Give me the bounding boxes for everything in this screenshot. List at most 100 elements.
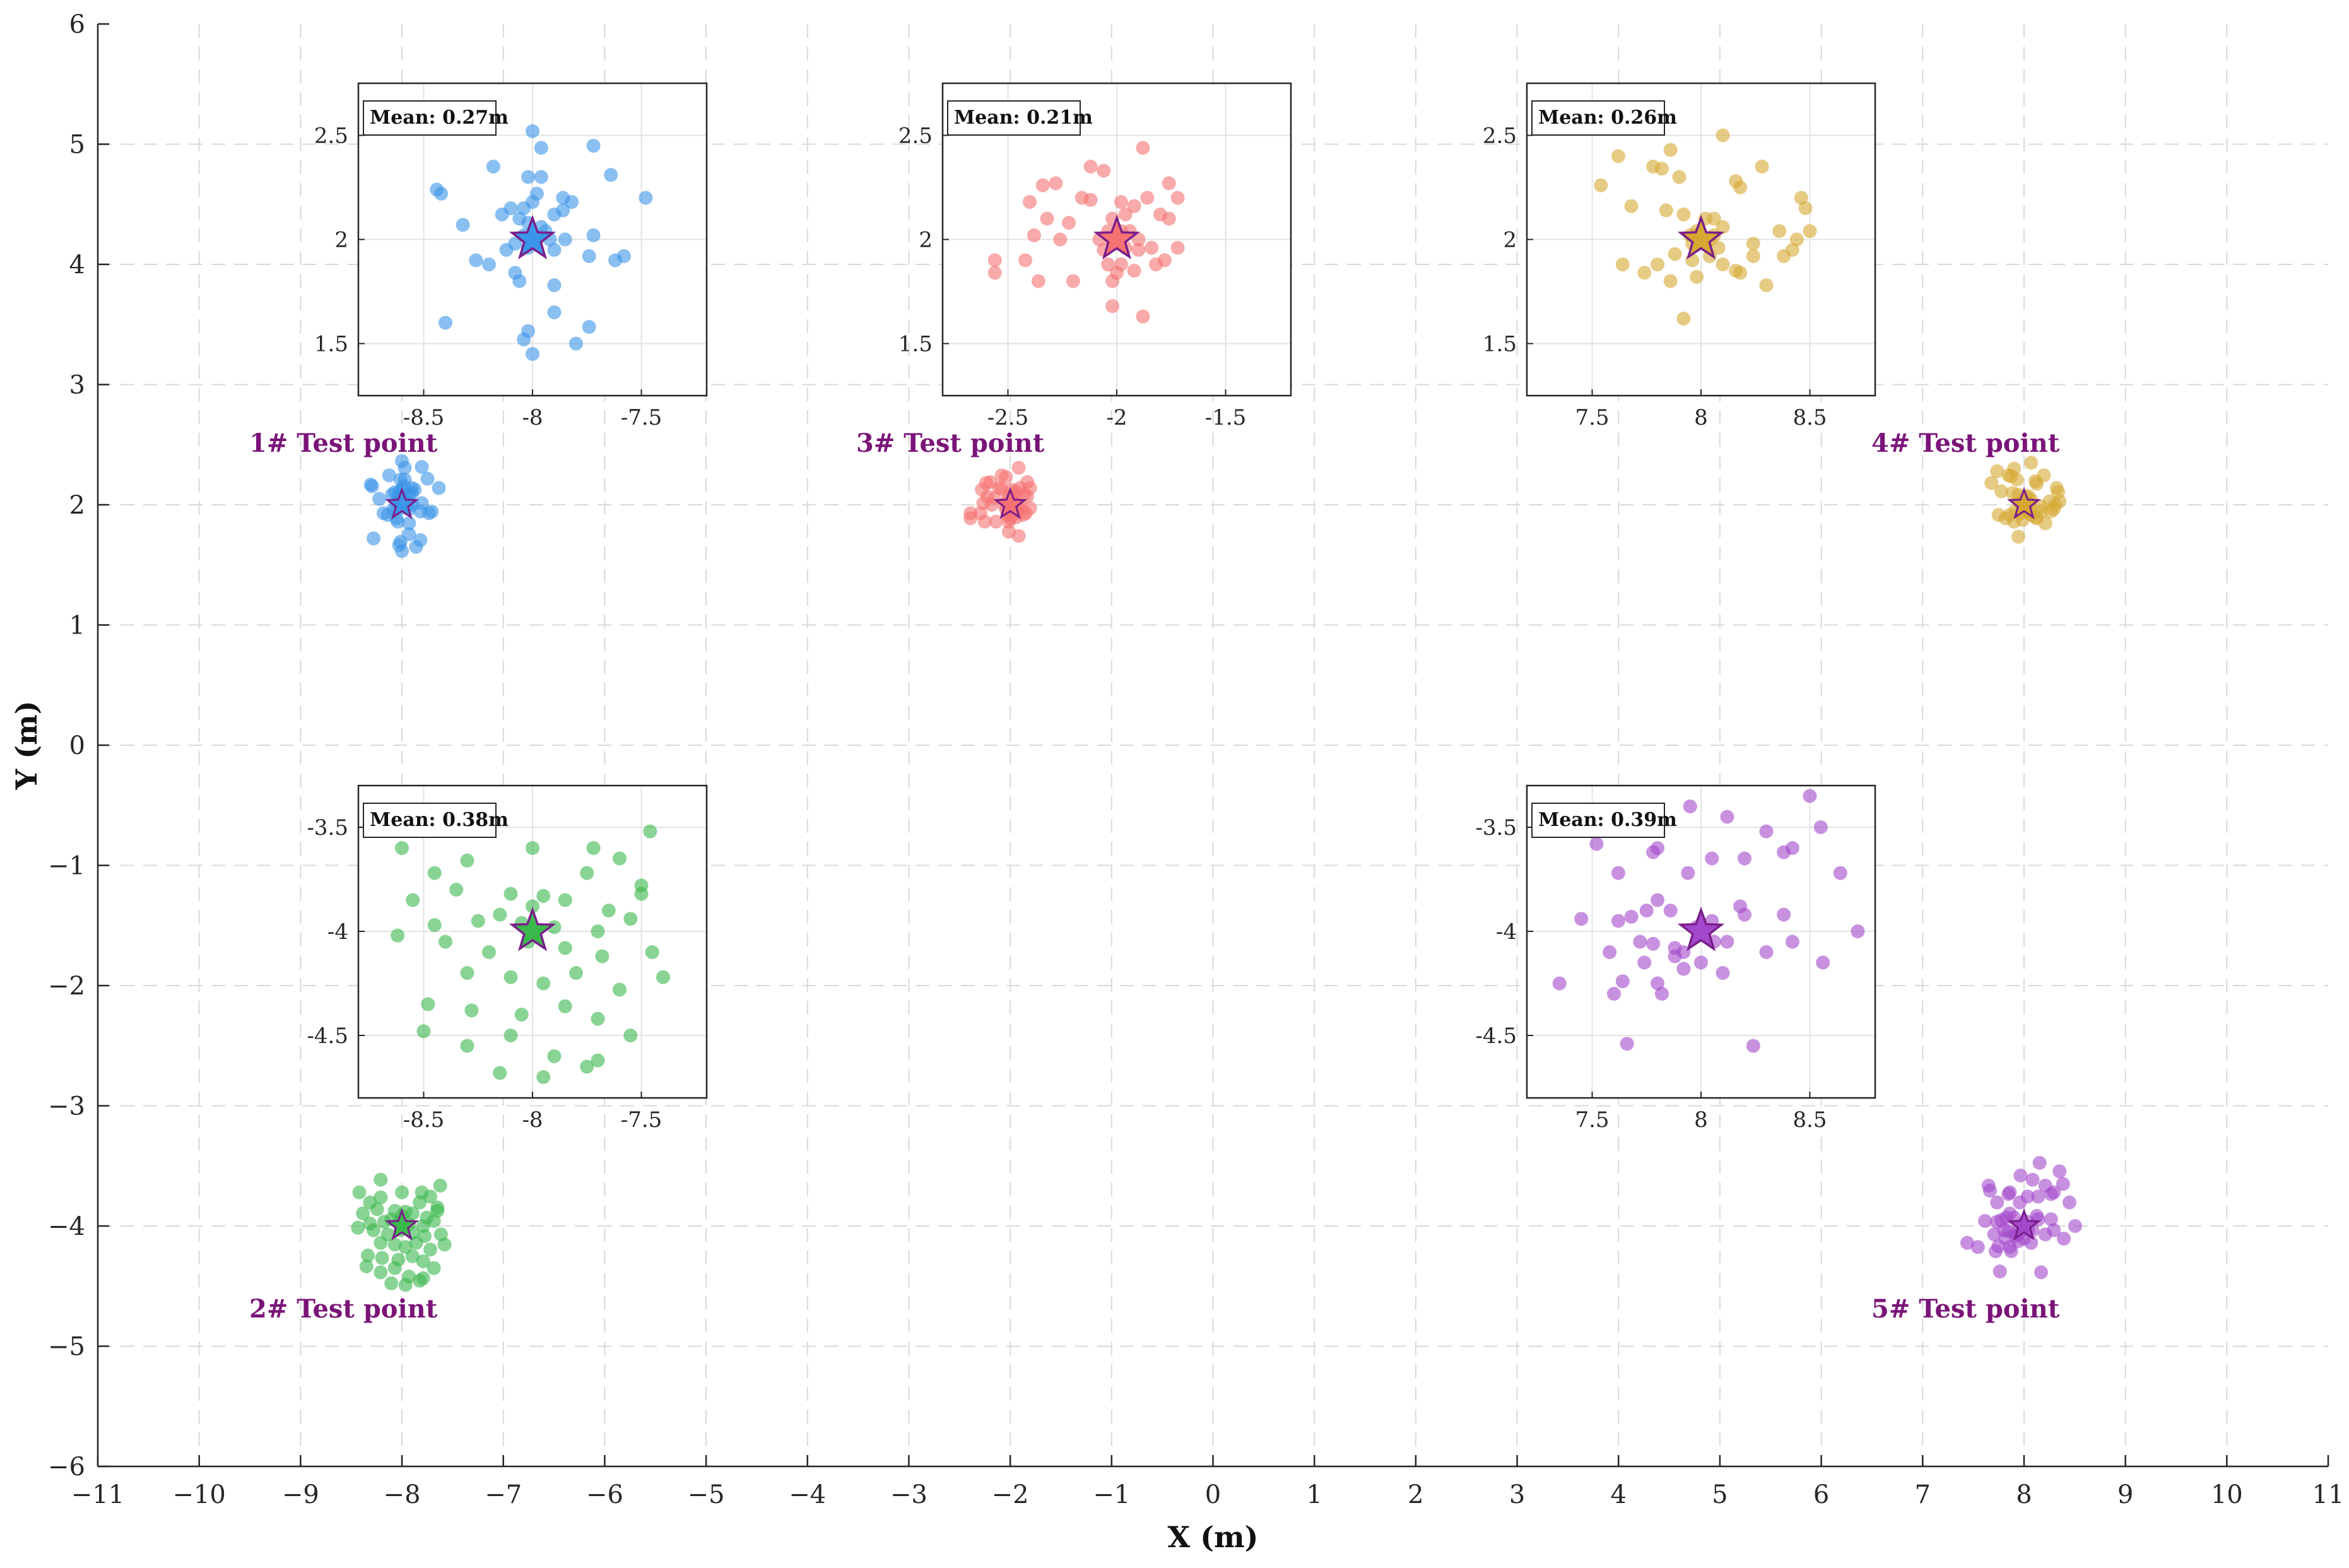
inset-measurement-point — [1105, 299, 1120, 314]
inset-measurement-point — [1803, 224, 1817, 239]
inset-measurement-point — [1683, 799, 1697, 813]
measurement-point — [409, 539, 423, 554]
inset-measurement-point — [1738, 851, 1751, 866]
inset-measurement-point — [591, 1011, 605, 1026]
inset-measurement-point — [1676, 962, 1691, 976]
measurement-point — [361, 1248, 375, 1263]
inset-measurement-point — [639, 191, 653, 205]
inset-measurement-point — [1746, 237, 1760, 251]
measurement-point — [1982, 1183, 1997, 1198]
measurement-point — [352, 1185, 367, 1200]
y-tick-label: 2 — [69, 491, 85, 520]
measurement-point — [387, 1261, 402, 1275]
measurement-point — [367, 531, 381, 546]
y-tick-label: 5 — [69, 131, 85, 160]
inset-measurement-point — [526, 124, 539, 138]
inset-measurement-point — [558, 999, 572, 1013]
measurement-point — [2030, 476, 2044, 491]
measurement-point — [2024, 1235, 2039, 1250]
inset-measurement-point — [987, 253, 1002, 268]
inset-measurement-point — [1097, 163, 1111, 178]
inset-measurement-point — [601, 904, 616, 917]
inset-measurement-point — [586, 228, 601, 242]
y-tick-label: 1 — [69, 611, 85, 640]
inset-measurement-point — [582, 249, 596, 263]
true-position-star — [993, 486, 1028, 519]
inset-measurement-point — [558, 941, 572, 955]
measurement-point — [1009, 510, 1023, 525]
measurement-point — [423, 1189, 438, 1204]
inset-measurement-point — [460, 966, 474, 980]
inset-measurement-point — [1651, 257, 1664, 272]
inset-measurement-point — [1607, 987, 1621, 1001]
inset-measurement-point — [1803, 789, 1817, 803]
measurement-point — [413, 1273, 427, 1288]
measurement-point — [963, 511, 978, 526]
inset-measurement-point — [1755, 160, 1769, 174]
inset-measurement-point — [406, 893, 420, 907]
inset-measurement-point — [1105, 274, 1120, 288]
measurement-point — [372, 492, 387, 506]
inset-y-tick-label: -4 — [327, 919, 348, 945]
mean-error-box — [947, 100, 1081, 136]
measurement-point — [382, 468, 396, 483]
inset-measurement-point — [464, 1003, 479, 1018]
inset-measurement-point — [1833, 866, 1847, 880]
x-tick-label: 10 — [2211, 1480, 2243, 1509]
inset-measurement-point — [1746, 1039, 1760, 1053]
inset-measurement-point — [1101, 257, 1116, 272]
measurement-point — [1011, 529, 1026, 543]
inset-measurement-point — [556, 203, 570, 218]
inset-x-tick-label: -8.5 — [403, 1107, 445, 1133]
measurement-point — [2025, 1172, 2040, 1187]
inset-measurement-point — [613, 851, 627, 866]
inset-measurement-point — [1694, 955, 1708, 970]
inset-measurement-point — [439, 315, 452, 330]
measurement-point — [2044, 1187, 2058, 1201]
inset-true-position-star — [509, 906, 556, 952]
inset-measurement-point — [1789, 232, 1804, 247]
inset-measurement-point — [1639, 904, 1654, 917]
inset-measurement-point — [1772, 224, 1787, 239]
inset-measurement-point — [1672, 170, 1687, 184]
inset-measurement-point — [1676, 945, 1691, 959]
inset-measurement-point — [1062, 216, 1076, 230]
measurement-point — [989, 514, 1003, 529]
measurement-point — [398, 1278, 413, 1292]
inset-measurement-point — [1127, 264, 1141, 278]
measurement-point — [425, 504, 439, 519]
measurement-point — [395, 1185, 409, 1200]
measurement-point — [405, 1206, 420, 1220]
measurement-point — [2003, 508, 2017, 522]
test-point-labels: 1# Test point 2# Test point 3# Test point 4… — [249, 428, 2060, 1324]
true-position-star — [385, 486, 420, 519]
inset-x-tick-label: -7.5 — [621, 1107, 662, 1133]
measurement-point — [1987, 1227, 2001, 1242]
tp1-main-cluster — [363, 454, 446, 558]
inset-measurement-point — [536, 1070, 551, 1084]
inset-measurement-point — [1851, 924, 1865, 938]
x-tick-label: 2 — [1408, 1480, 1423, 1509]
inset-true-position-star — [1677, 906, 1725, 952]
x-tick-label: −10 — [172, 1480, 225, 1509]
x-tick-label: −1 — [1093, 1480, 1130, 1509]
y-tick-label: 6 — [69, 10, 85, 39]
inset-measurement-point — [616, 249, 631, 263]
inset-measurement-point — [1053, 232, 1068, 247]
inset-measurement-point — [595, 949, 609, 964]
inset-measurement-point — [1611, 914, 1625, 928]
measurement-point — [1011, 461, 1026, 475]
inset-measurement-point — [547, 305, 562, 319]
inset-measurement-point — [482, 945, 496, 959]
inset-measurement-point — [395, 841, 409, 855]
x-tick-label: −8 — [384, 1480, 421, 1509]
inset-measurement-point — [534, 170, 548, 184]
inset-x-tick-label: -2 — [1106, 405, 1127, 430]
measurement-point — [432, 481, 446, 495]
inset-measurement-point — [1707, 211, 1721, 226]
inset-measurement-point — [1170, 240, 1185, 255]
inset-y-tick-label: 1.5 — [898, 332, 933, 357]
x-tick-label: 9 — [2117, 1480, 2133, 1509]
measurement-point — [977, 514, 992, 529]
